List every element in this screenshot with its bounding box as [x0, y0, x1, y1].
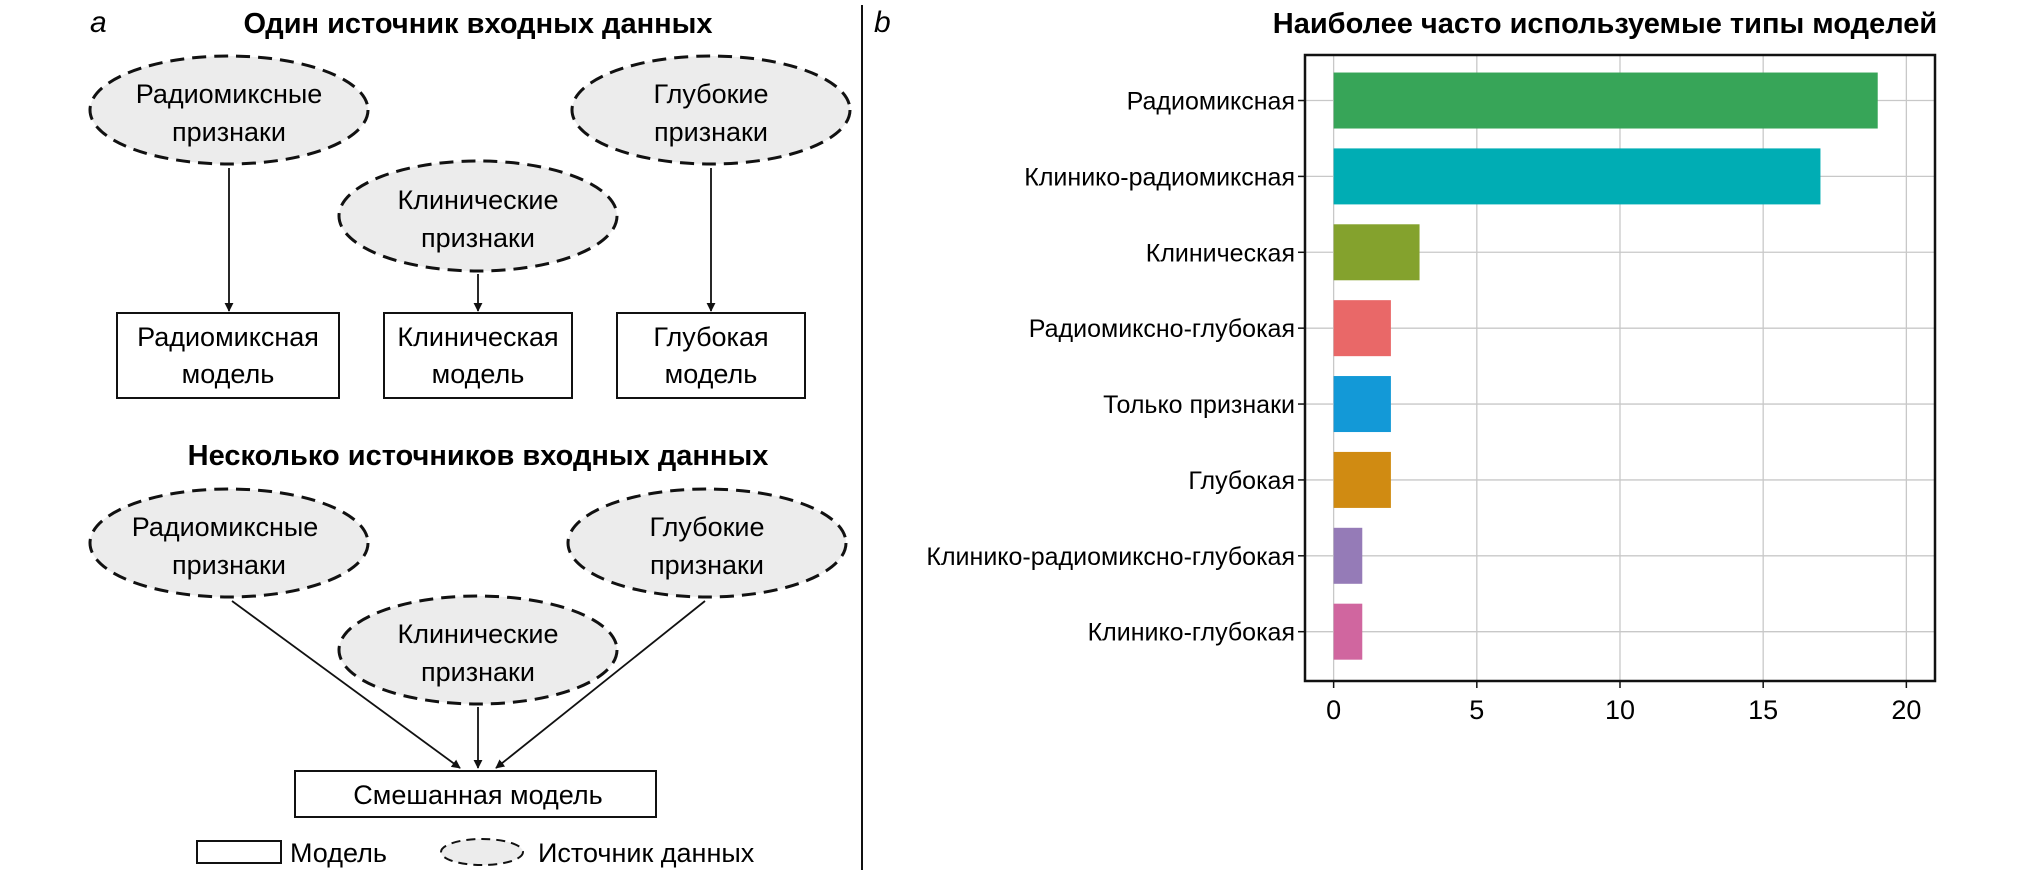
model-deep — [616, 312, 806, 399]
model-radiomic-line2: модель — [182, 359, 275, 389]
category-label: Клиническая — [1146, 239, 1295, 267]
model-radiomic-line1: Радиомиксная — [137, 322, 319, 352]
panel-b-label: b — [874, 6, 891, 39]
category-label: Глубокая — [1188, 467, 1295, 495]
source-deep-multi-line2: признаки — [650, 550, 764, 580]
bar-chart: 0 5 10 15 20 Радиомиксная Клинико-радиомиксная… — [926, 53, 1937, 725]
multi-source-title: Несколько источников входных данных — [188, 440, 769, 472]
source-radiomic-multi-line1: Радиомиксные — [132, 512, 319, 542]
model-clinical-line2: модель — [432, 359, 525, 389]
bar-3 — [1333, 224, 1420, 281]
source-radiomic — [88, 54, 370, 166]
source-radiomic-line2: признаки — [172, 117, 286, 147]
source-clinical-multi-line1: Клинические — [397, 619, 558, 649]
source-clinical-line2: признаки — [421, 223, 535, 253]
arrow-radiomic-multi — [231, 600, 461, 769]
category-label: Только признаки — [1103, 391, 1295, 419]
source-clinical — [337, 159, 619, 273]
source-deep — [570, 54, 852, 166]
x-tick-label: 20 — [1891, 695, 1921, 725]
legend-source-label: Источник данных — [538, 838, 755, 868]
model-clinical-line1: Клиническая — [397, 322, 558, 352]
source-clinical-line1: Клинические — [397, 185, 558, 215]
category-label: Клинико-радиомиксная — [1024, 163, 1295, 191]
x-tick-label: 5 — [1469, 695, 1484, 725]
model-radiomic — [116, 312, 340, 399]
legend-model-swatch — [196, 840, 282, 864]
bar-5 — [1333, 376, 1391, 433]
legend: Модель Источник данных — [196, 838, 755, 868]
category-label: Радиомиксно-глубокая — [1029, 315, 1295, 343]
model-deep-line1: Глубокая — [653, 322, 768, 352]
source-radiomic-line1: Радиомиксные — [136, 79, 323, 109]
model-deep-line2: модель — [665, 359, 758, 389]
x-tick-label: 10 — [1605, 695, 1635, 725]
panel-a-label: a — [90, 6, 107, 39]
x-tick-label: 15 — [1748, 695, 1778, 725]
bar-1 — [1333, 72, 1878, 129]
model-mixed — [294, 770, 657, 818]
source-deep-multi — [566, 487, 848, 599]
source-deep-multi-line1: Глубокие — [649, 512, 764, 542]
bar-8 — [1333, 603, 1363, 660]
source-clinical-multi — [337, 594, 619, 706]
bar-7 — [1333, 527, 1363, 584]
category-label: Радиомиксная — [1127, 88, 1295, 116]
arrow-deep-multi — [495, 600, 706, 769]
source-clinical-multi-line2: признаки — [421, 657, 535, 687]
chart-title: Наиболее часто используемые типы моделей — [1273, 8, 1937, 40]
bar-4 — [1333, 300, 1391, 357]
category-label: Клинико-глубокая — [1088, 619, 1295, 647]
source-deep-line1: Глубокие — [653, 79, 768, 109]
category-label: Клинико-радиомиксно-глубокая — [926, 543, 1295, 571]
legend-source-swatch — [440, 838, 524, 866]
single-source-diagram: Радиомиксные признаки Глубокие признаки … — [88, 54, 852, 399]
bar-6 — [1333, 451, 1391, 508]
source-deep-line2: признаки — [654, 117, 768, 147]
x-tick-label: 0 — [1326, 695, 1341, 725]
bar-2 — [1333, 148, 1821, 205]
source-radiomic-multi — [88, 487, 370, 599]
model-mixed-label: Смешанная модель — [353, 780, 602, 810]
source-radiomic-multi-line2: признаки — [172, 550, 286, 580]
plot-frame — [1303, 53, 1937, 683]
multi-source-diagram: Радиомиксные признаки Глубокие признаки … — [88, 487, 848, 818]
model-clinical — [383, 312, 573, 399]
single-source-title: Один источник входных данных — [243, 8, 712, 40]
legend-model-label: Модель — [290, 838, 387, 868]
